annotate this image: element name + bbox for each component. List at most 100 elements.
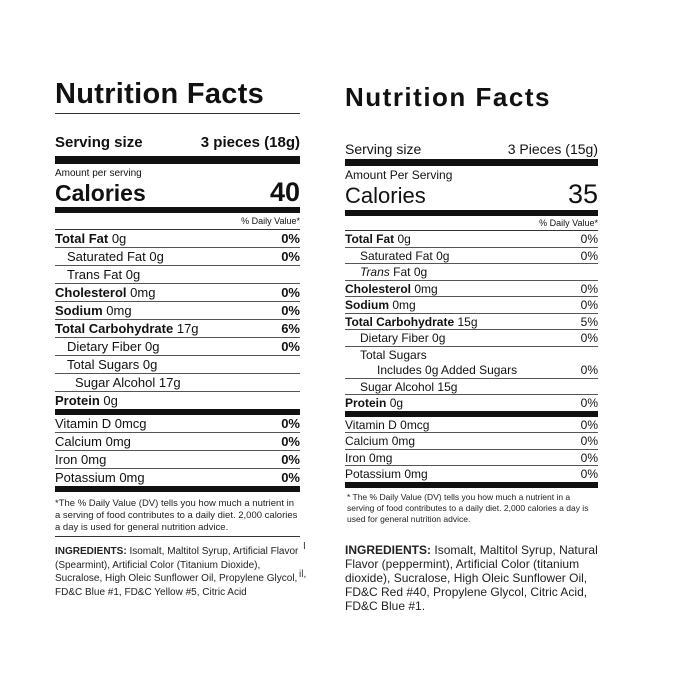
nutrient-name: Vitamin D 0mcg	[345, 417, 429, 433]
nutrient-label: Sugar Alcohol	[360, 379, 435, 394]
nutrient-amount: 0g	[436, 248, 450, 263]
daily-value-percent: 0%	[580, 396, 598, 410]
nutrient-row: Sugar Alcohol 17g	[55, 374, 300, 392]
nutrient-name: Potassium 0mg	[345, 466, 428, 482]
nutrient-label: Includes 0g Added Sugars	[377, 363, 518, 377]
serving-size-value: 3 Pieces (15g)	[507, 141, 598, 157]
daily-value-percent: 0%	[580, 331, 598, 345]
daily-value-percent: 0%	[580, 298, 598, 312]
nutrient-label: Total Fat	[345, 232, 395, 246]
nutrient-amount: 0g	[142, 357, 158, 372]
nutrient-amount: 0g	[413, 265, 428, 279]
nutrient-amount: 15g	[457, 314, 478, 329]
nutrient-name: Protein 0g	[55, 392, 118, 409]
footnote: * The % Daily Value (DV) tells you how m…	[347, 491, 589, 524]
daily-value-percent: 0%	[580, 450, 598, 465]
nutrient-label: Cholesterol	[55, 285, 127, 300]
nutrient-row: Sodium 0mg 0%	[345, 297, 598, 314]
daily-value-percent: 0%	[580, 363, 598, 377]
nutrient-name: Trans Fat 0g	[55, 266, 140, 283]
daily-value-header: % Daily Value*	[345, 216, 598, 231]
calories: Calories 35	[345, 179, 598, 216]
nutrient-amount: 0g	[389, 396, 404, 410]
nutrient-row: Protein 0g	[55, 392, 300, 415]
nutrient-amount: 0mg	[392, 298, 416, 312]
stray-mark: il,	[299, 569, 307, 580]
nutrient-row: Includes 0g Added Sugars 0%	[345, 362, 598, 379]
nutrient-row: Potassium 0mg 0%	[345, 466, 598, 488]
nutrient-label: Dietary Fiber	[360, 331, 429, 345]
nutrient-name: Sodium 0mg	[345, 297, 416, 313]
amount-per-serving: Amount Per Serving	[345, 168, 453, 182]
nutrient-amount: 0mg	[369, 450, 393, 465]
amount-per-serving: Amount per serving	[55, 168, 142, 179]
nutrient-name: Saturated Fat 0g	[55, 248, 164, 265]
daily-value-percent: 0%	[281, 470, 300, 485]
ingredients-label: INGREDIENTS:	[345, 542, 432, 557]
footnote: *The % Daily Value (DV) tells you how mu…	[55, 498, 300, 537]
nutrient-amount: 0mcg	[114, 416, 147, 431]
nutrient-row: Potassium 0mg 0%	[55, 469, 300, 492]
ingredients: INGREDIENTS: Isomalt, Maltitol Syrup, Na…	[345, 543, 598, 613]
calories: Calories 40	[55, 179, 300, 213]
nutrient-amount: 0g	[397, 232, 411, 246]
daily-value-percent: 0%	[281, 231, 300, 246]
nutrient-amount: 0mg	[105, 434, 131, 449]
nutrient-row: Sugar Alcohol 15g	[345, 379, 598, 395]
nutrient-label: Potassium	[55, 470, 116, 485]
nutrient-label: Vitamin D	[55, 416, 112, 431]
nutrient-name: Calcium 0mg	[55, 433, 131, 450]
nutrient-amount: 0mg	[130, 285, 156, 300]
serving-size-label: Serving size	[345, 141, 422, 157]
nutrient-row: Total Carbohydrate 17g 6%	[55, 320, 300, 338]
nutrient-name: Total Fat 0g	[345, 231, 411, 247]
nutrient-amount: 15g	[437, 379, 458, 394]
nutrient-amount: 0g	[149, 249, 164, 264]
nutrient-amount: 0g	[145, 339, 160, 354]
nutrition-label-right: Nutrition Facts Serving size 3 Pieces (15…	[345, 82, 598, 613]
nutrient-row: Iron 0mg 0%	[345, 450, 598, 466]
nutrient-row: Total Sugars	[345, 347, 598, 363]
nutrient-row: Trans Fat 0g	[55, 266, 300, 284]
nutrition-label-left: Nutrition Facts Serving size 3 pieces (18…	[55, 78, 300, 599]
nutrient-row: Dietary Fiber 0g 0%	[55, 338, 300, 356]
nutrient-rows: Total Fat 0g 0% Saturated Fat 0g 0% Trans Fa…	[55, 230, 300, 492]
nutrient-amount: 0mg	[391, 434, 416, 448]
calories-label: Calories	[345, 183, 426, 208]
daily-value-percent: 0%	[580, 232, 598, 246]
nutrient-label: Saturated Fat	[360, 248, 433, 263]
nutrient-name: Total Carbohydrate 17g	[55, 320, 199, 337]
calories-value: 35	[567, 179, 598, 209]
nutrient-label: Sodium	[55, 303, 103, 318]
nutrient-label: Total Fat	[55, 231, 109, 246]
nutrient-label: Iron	[345, 450, 366, 465]
nutrient-amount: 0mg	[81, 452, 107, 467]
nutrient-amount: 0g	[125, 267, 141, 282]
nutrient-label: Trans	[360, 265, 390, 279]
serving-size-value: 3 pieces (18g)	[200, 134, 300, 151]
nutrient-label: Vitamin D	[345, 417, 397, 432]
nutrient-label: Cholesterol	[345, 281, 412, 296]
nutrient-label: Total Carbohydrate	[55, 321, 174, 336]
nutrient-name: Potassium 0mg	[55, 469, 145, 486]
nutrient-amount: 17g	[176, 321, 199, 336]
nutrient-name: Total Sugars	[345, 347, 427, 363]
nutrient-label: Protein	[345, 396, 387, 410]
nutrient-row: Vitamin D 0mcg 0%	[345, 417, 598, 433]
serving-size: Serving size 3 Pieces (15g)	[345, 141, 598, 166]
label-title: Nutrition Facts	[345, 82, 551, 112]
nutrient-row: Saturated Fat 0g 0%	[55, 248, 300, 266]
ingredients-text: Isomalt, Maltitol Syrup, Artificial Flav…	[55, 546, 299, 598]
nutrient-amount: 0g	[111, 231, 127, 246]
nutrient-name: Total Sugars 0g	[55, 356, 157, 373]
daily-value-percent: 0%	[580, 467, 598, 481]
nutrient-amount: 0mg	[414, 281, 438, 296]
nutrient-row: Iron 0mg 0%	[55, 451, 300, 469]
nutrient-name: Iron 0mg	[55, 451, 106, 468]
nutrient-row: Protein 0g 0%	[345, 395, 598, 417]
nutrient-name: Cholesterol 0mg	[345, 281, 438, 297]
nutrient-row: Total Sugars 0g	[55, 356, 300, 374]
daily-value-header: % Daily Value*	[55, 213, 300, 230]
nutrient-label: Dietary Fiber	[67, 339, 142, 354]
serving-size: Serving size 3 pieces (18g)	[55, 134, 300, 164]
